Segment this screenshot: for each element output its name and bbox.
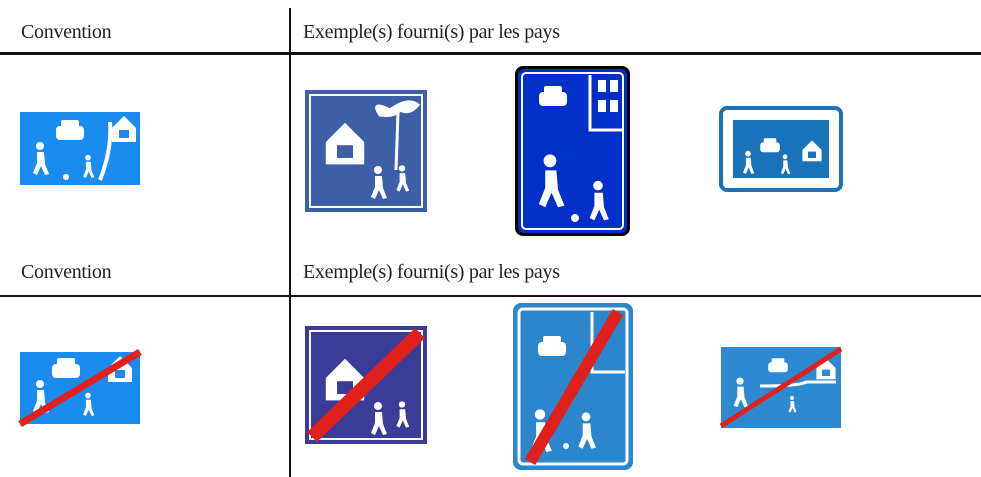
sign-example-end xyxy=(719,346,843,429)
header-cell: Convention xyxy=(21,261,112,283)
sign-example xyxy=(719,106,843,192)
header-cell: Convention xyxy=(21,21,112,43)
header-rule xyxy=(0,295,981,297)
sign-example xyxy=(515,66,630,236)
sign-convention xyxy=(20,112,140,185)
sign-example xyxy=(305,90,427,212)
sign-example-end xyxy=(513,303,633,470)
header-cell: Exemple(s) fourni(s) par les pays xyxy=(303,21,560,43)
column-divider xyxy=(289,8,291,477)
header-rule xyxy=(0,52,981,55)
sign-example-end xyxy=(305,326,427,444)
sign-convention-end xyxy=(18,348,142,428)
header-cell: Exemple(s) fourni(s) par les pays xyxy=(303,261,560,283)
